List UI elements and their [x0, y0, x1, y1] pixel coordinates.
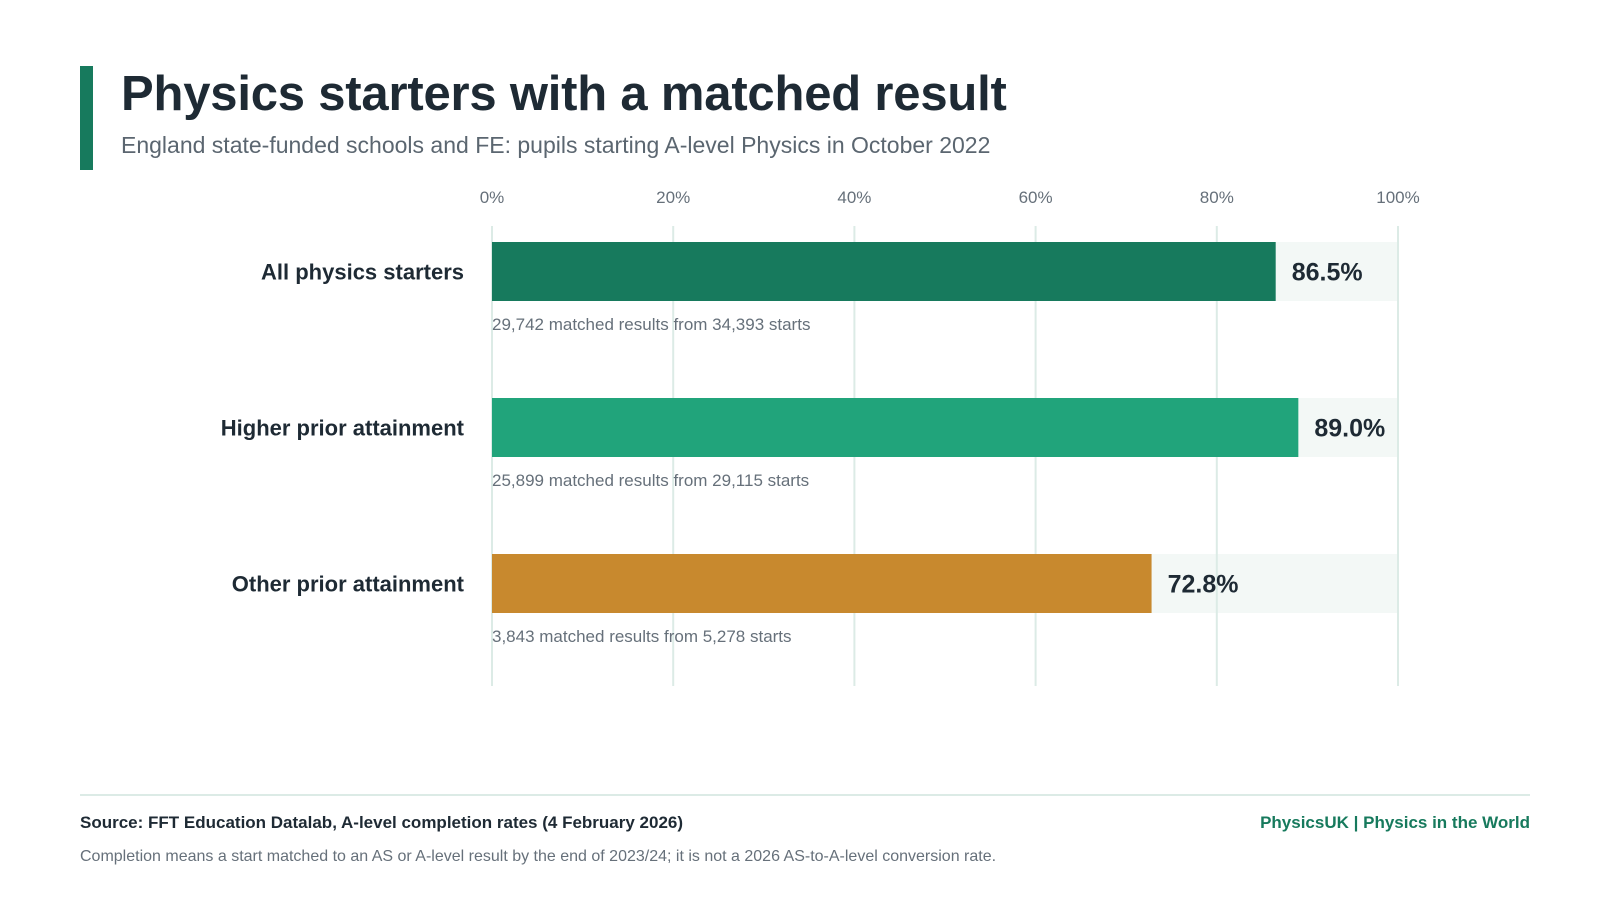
x-tick-label: 0%: [480, 188, 505, 207]
bar: [492, 398, 1299, 457]
category-label: Higher prior attainment: [221, 416, 465, 441]
x-tick-label: 80%: [1200, 188, 1234, 207]
source-note: Source: FFT Education Datalab, A-level c…: [80, 813, 684, 832]
bar-annotation: 25,899 matched results from 29,115 start…: [492, 471, 809, 490]
bar-chart: 0% 20% 40% 60% 80% 100% 86.5% All physics start…: [221, 188, 1420, 686]
chart-title: Physics starters with a matched result: [121, 67, 1007, 121]
bar-value-label: 89.0%: [1314, 415, 1385, 443]
bar-annotation: 3,843 matched results from 5,278 starts: [492, 627, 792, 646]
bar: [492, 554, 1152, 613]
bar: [492, 242, 1276, 301]
x-tick-label: 20%: [656, 188, 690, 207]
title-accent-bar: [80, 66, 93, 170]
chart-subtitle: England state-funded schools and FE: pup…: [121, 132, 991, 158]
bar-value-label: 72.8%: [1168, 571, 1239, 599]
bar-annotation: 29,742 matched results from 34,393 start…: [492, 315, 810, 334]
category-label: All physics starters: [261, 260, 464, 285]
x-tick-label: 40%: [837, 188, 871, 207]
x-tick-label: 100%: [1376, 188, 1419, 207]
x-tick-label: 60%: [1019, 188, 1053, 207]
bar-value-label: 86.5%: [1292, 259, 1363, 287]
brand-label: PhysicsUK | Physics in the World: [1260, 813, 1530, 832]
category-label: Other prior attainment: [232, 572, 465, 597]
footnote: Completion means a start matched to an A…: [80, 848, 997, 865]
footer-divider: [80, 794, 1530, 796]
